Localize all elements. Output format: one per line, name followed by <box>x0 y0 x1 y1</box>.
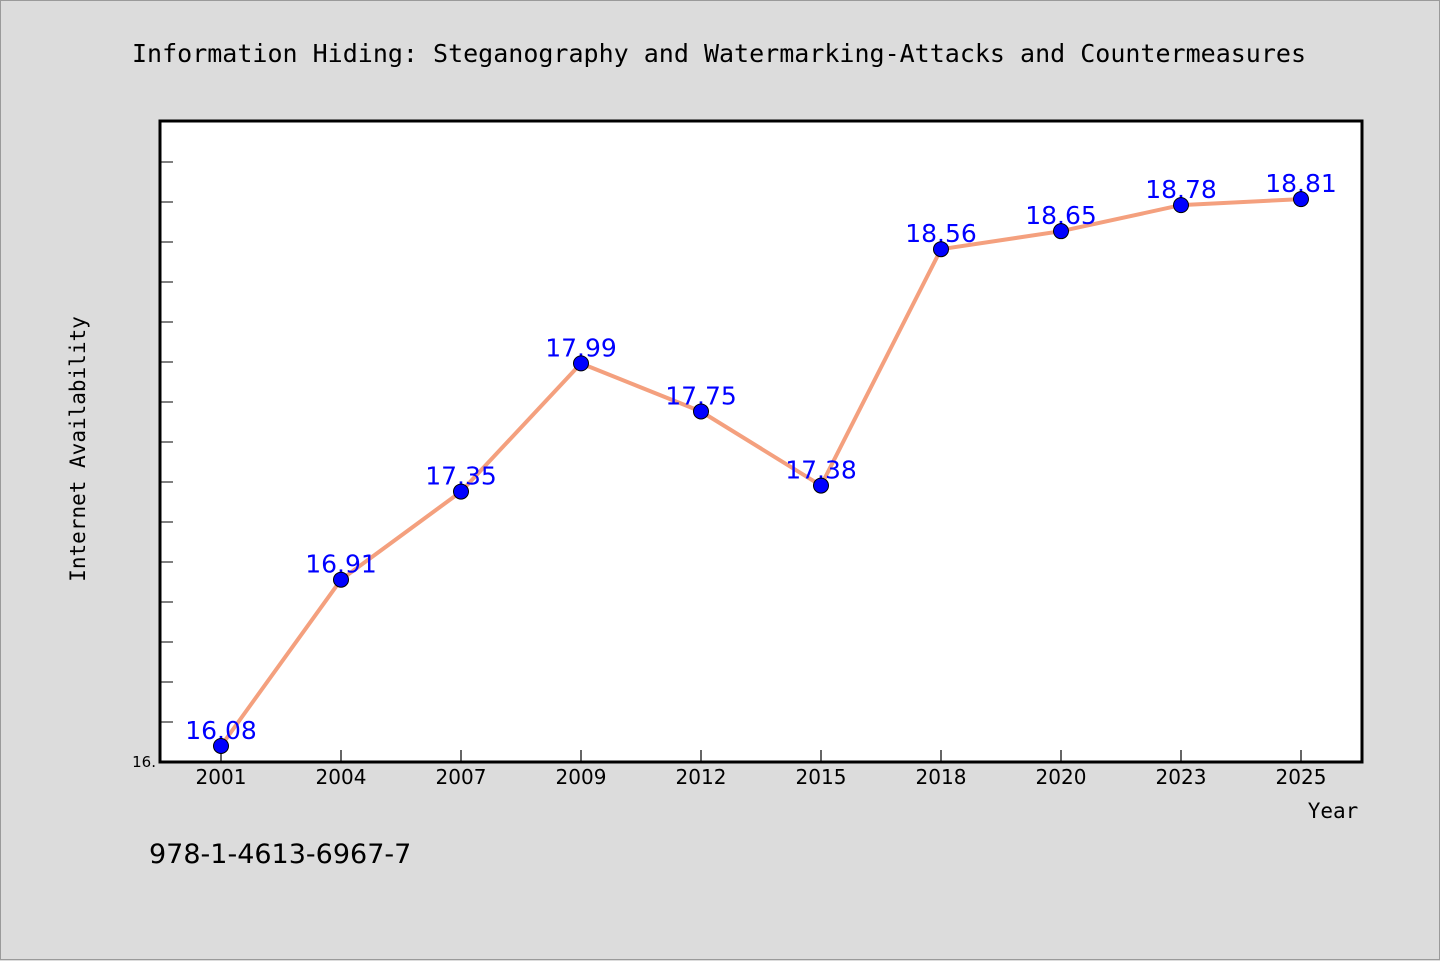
data-markers <box>213 191 1309 754</box>
data-point <box>693 403 709 420</box>
x-tick-label: 2018 <box>916 765 967 789</box>
data-point <box>933 241 949 258</box>
x-tick-label: 2025 <box>1276 765 1327 789</box>
isbn-footer: 978-1-4613-6967-7 <box>149 839 411 870</box>
y-tick-labels: 16. <box>132 753 156 771</box>
y-minor-ticks <box>160 161 173 723</box>
x-tick-label: 2023 <box>1156 765 1207 789</box>
data-point <box>813 477 829 494</box>
x-tick-label: 2009 <box>556 765 607 789</box>
data-point <box>573 355 589 372</box>
series-line <box>219 197 1302 748</box>
data-point <box>453 483 469 500</box>
y-tick-label: 16. <box>132 753 156 771</box>
y-axis-title: Internet Availability <box>66 316 90 582</box>
data-point <box>333 571 349 588</box>
chart-title: Information Hiding: Steganography and Wa… <box>132 39 1306 68</box>
x-tick-labels: 2001 2004 2007 2009 2012 2015 2018 2020 2023 2025 <box>196 765 1327 789</box>
data-point <box>1053 223 1069 240</box>
x-axis-title: Year <box>1308 799 1359 823</box>
data-labels: 16.0816.9117.3517.9917.7517.3818.5618.65… <box>185 169 1337 745</box>
x-tick-label: 2007 <box>436 765 487 789</box>
x-tick-label: 2004 <box>316 765 367 789</box>
data-point <box>213 737 229 754</box>
x-tick-label: 2020 <box>1036 765 1087 789</box>
data-point <box>1173 197 1189 214</box>
data-point <box>1293 191 1309 208</box>
plot-area <box>158 119 1364 764</box>
x-tick-label: 2015 <box>796 765 847 789</box>
x-tick-label: 2001 <box>196 765 247 789</box>
x-ticks <box>220 750 1302 762</box>
x-tick-label: 2012 <box>676 765 727 789</box>
